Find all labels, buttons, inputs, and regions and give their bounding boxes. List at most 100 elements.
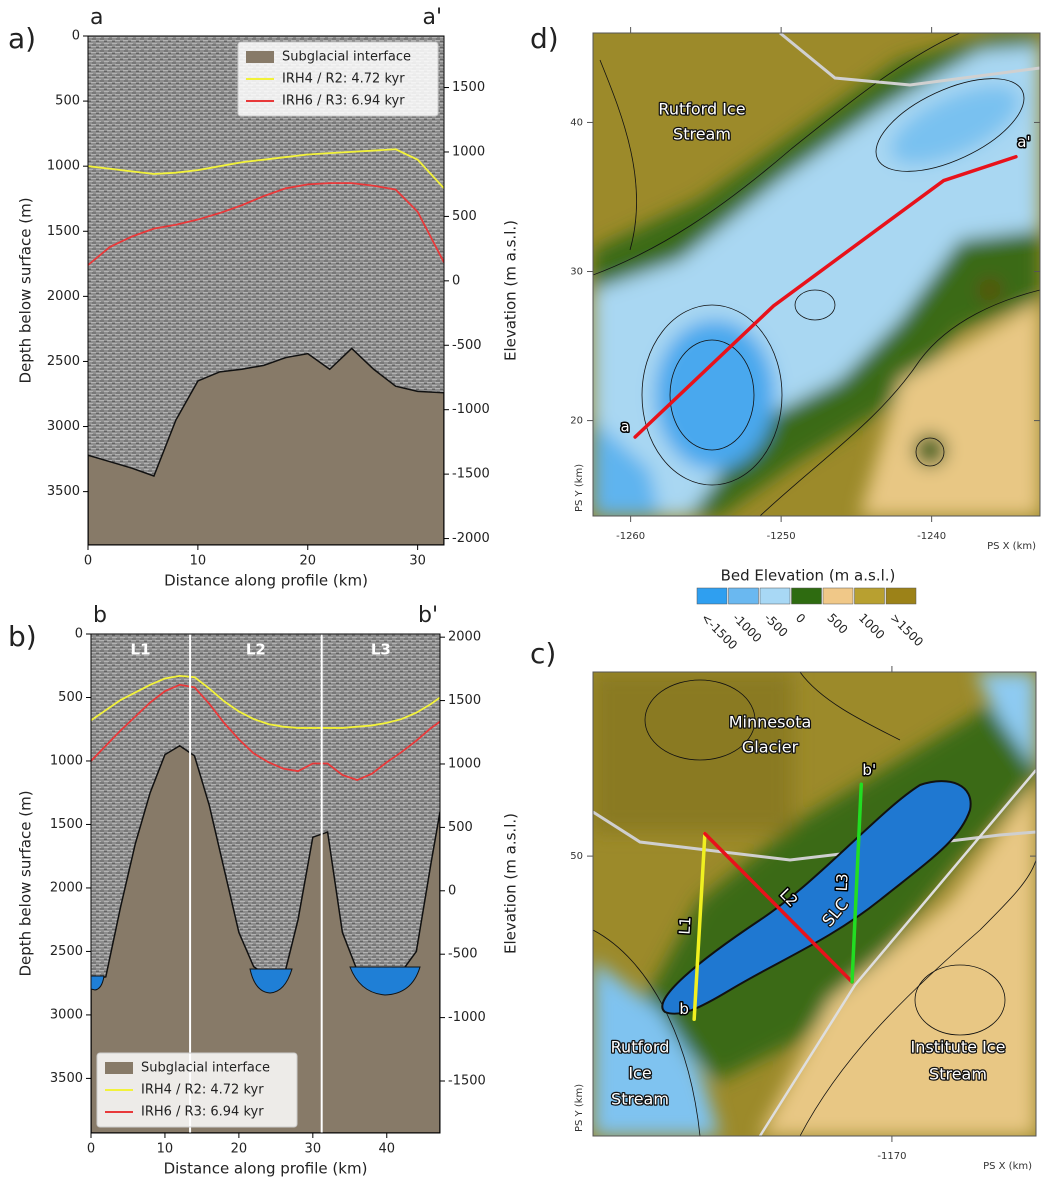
plot-frame [87,35,445,546]
colorbar-swatch [822,587,854,605]
y2-tick-label: 0 [448,883,456,898]
x-tick-label: -1260 [616,531,645,542]
panel-label: c) [530,637,556,670]
lake-outline [661,780,972,1015]
y-tick-label: 30 [570,267,583,278]
y-tick-label: 500 [55,94,80,109]
legend-swatch [105,1062,133,1074]
colorbar-swatch [854,587,885,605]
y2-tick-label: -500 [448,947,478,962]
y-tick-label: 2500 [47,354,80,369]
profile-end-label: b' [418,603,438,628]
segment-label: L2 [246,641,266,659]
y-tick-label: 2500 [50,944,83,959]
x-tick-label: 0 [84,554,92,569]
map-terrain [593,672,1036,1136]
x-tick-label: -1250 [767,531,796,542]
y2-tick-label: -500 [452,338,482,353]
legend-label: Subglacial interface [282,50,411,65]
subglacial-lakes [91,966,421,996]
x-tick-label: 30 [409,554,426,569]
y2-tick-label: 1000 [452,144,485,159]
y2-tick-label: -2000 [452,531,490,546]
y-axis-label: PS Y (km) [574,1084,585,1132]
y-axis-label: Depth below surface (m) [17,790,35,976]
y-tick-label: 0 [72,29,80,44]
y2-tick-label: 500 [452,209,477,224]
place-label: Rutford [611,1038,670,1057]
horizon-line [88,182,444,266]
y-tick-label: 1000 [50,753,83,768]
x-tick-label: 20 [299,554,316,569]
colorbar-swatch [885,587,917,605]
legend-swatch [246,51,274,63]
y-tick-label: 20 [570,416,583,427]
y2-tick-label: -1500 [452,467,490,482]
place-label: Stream [611,1090,669,1109]
x-tick-label: 20 [231,1142,248,1157]
plot-area: L1 L2 L3 [91,634,440,1133]
y2-tick-label: 2000 [448,630,481,645]
y-tick-label: 3500 [50,1071,83,1086]
y2-tick-label: 1000 [448,756,481,771]
y2-tick-label: -1000 [448,1010,486,1025]
colorbar-label: -500 [761,611,790,640]
y-tick-label: 1500 [50,817,83,832]
y-tick-label: 50 [570,851,583,862]
y-tick-label: 0 [75,627,83,642]
y-tick-label: 2000 [50,880,83,895]
y-axis-label: Depth below surface (m) [17,197,35,383]
y-tick-label: 1500 [47,224,80,239]
y-tick-label: 3000 [50,1007,83,1022]
x-axis-label: Distance along profile (km) [164,1160,368,1178]
segment-label: L1 [131,641,151,659]
profile-start-label: a [621,417,630,435]
place-labels: Rutford Ice Stream [657,98,747,145]
y2-tick-label: -1000 [452,402,490,417]
y2-tick-label: 500 [448,820,473,835]
profile-line [703,831,854,984]
x-axis-label: PS X (km) [983,1161,1032,1172]
x-tick-label: -1240 [917,531,946,542]
y2-tick-label: 1500 [448,693,481,708]
y-tick-label: 500 [58,690,83,705]
place-label: Stream [929,1065,987,1084]
y-tick-label: 1000 [47,159,80,174]
y-tick-label: 3500 [47,484,80,499]
plot-area [88,36,444,545]
colorbar-label: 0 [793,611,808,626]
horizon-line [91,674,440,729]
place-label: Stream [673,125,731,144]
y-tick-label: 40 [570,117,583,128]
place-label: Rutford Ice [658,100,745,119]
y2-tick-label: 0 [452,273,460,288]
x-tick-label: -1170 [877,1151,906,1162]
x-axis-label: PS X (km) [987,541,1036,552]
profile-end-label: b' [862,761,876,779]
colorbar-swatch [728,587,759,605]
colorbar-label: 500 [824,611,850,637]
profile-line [692,831,707,1021]
place-label: Glacier [742,738,799,757]
place-labels: Minnesota Glacier Rutford Ice Stream Ins… [609,711,1006,1110]
legend-label: Subglacial interface [141,1061,270,1076]
horizon-line [91,683,440,781]
line-label: L1 [676,916,695,935]
x-tick-label: 10 [157,1142,174,1157]
y2-axis-label: Elevation (m a.s.l.) [502,220,520,361]
place-label: Ice [628,1064,651,1083]
legend-box [237,41,439,117]
x-tick-label: 40 [378,1142,395,1157]
profile-start-label: b [679,1000,689,1018]
y2-axis-label: Elevation (m a.s.l.) [502,813,520,954]
place-label: Institute Ice [911,1038,1006,1057]
map-overlay [633,154,1018,439]
profile-end-label: a' [422,5,442,30]
profile-start-label: a [90,5,103,30]
profile-end-label: a' [1017,133,1030,151]
map-frame [592,671,1037,1137]
segment-label: L3 [371,641,391,659]
legend-label: IRH4 / R2: 4.72 kyr [282,72,405,87]
y-tick-label: 3000 [47,419,80,434]
